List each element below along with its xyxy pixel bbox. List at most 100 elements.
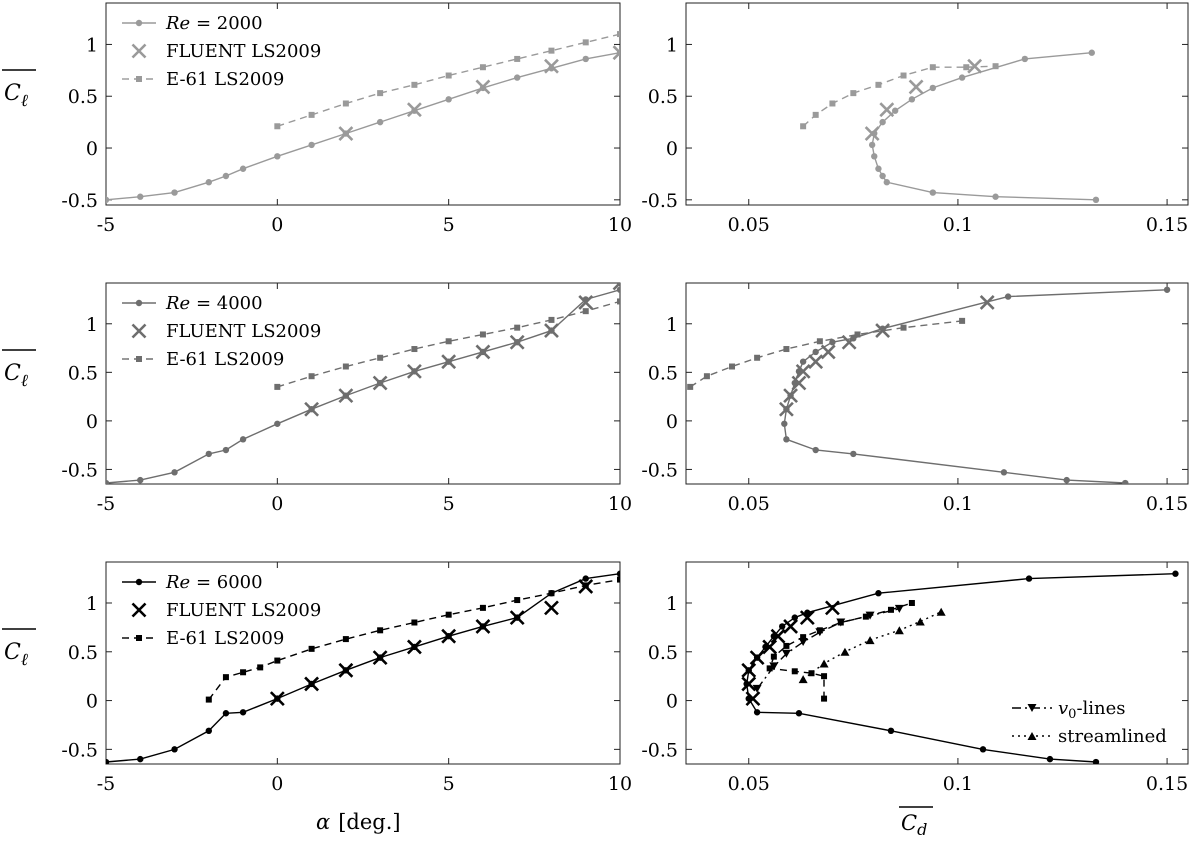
y-tick-label: 0 [666,691,678,713]
x-tick-label: 0.15 [1146,214,1188,236]
data-point-marker [612,283,620,291]
x-tick-label: 0.05 [728,773,770,795]
y-tick-label: 0.5 [648,86,678,108]
data-point-marker [854,331,861,338]
data-point-marker [752,684,762,693]
data-point-marker [929,189,937,196]
data-point-marker [799,610,815,626]
series-line [277,300,620,388]
x-tick-label: -5 [97,773,116,795]
data-point-marker [131,43,147,59]
data-point-marker [1122,479,1129,484]
y-axis-label-row-2: Cℓ [2,349,36,391]
y-tick-label: 0.5 [68,362,98,384]
data-point-marker [850,90,857,97]
data-point-marker [824,600,840,616]
data-point-marker [479,331,486,338]
series-v0 [752,604,904,693]
data-point-marker [779,623,786,630]
data-point-marker [582,39,589,46]
legend-label: v0-lines [1058,698,1126,722]
data-point-marker [1046,755,1054,763]
series-line [277,33,620,127]
data-point-marker [865,611,875,620]
data-point-marker [741,662,757,678]
data-point-marker [762,639,778,655]
data-point-marker [778,401,794,417]
data-point-marker [959,317,966,324]
data-point-marker [1163,286,1171,293]
data-point-marker [783,436,790,443]
y-label-main: C [4,361,21,386]
y-tick-label: 1 [666,314,678,336]
data-point-marker [887,606,894,613]
data-point-marker [894,604,904,613]
data-point-marker [222,710,230,717]
x-label-alpha-unit: [deg.] [338,810,400,834]
data-point-marker [406,639,422,655]
data-point-marker [372,375,388,391]
data-point-marker [509,610,525,626]
series-fluent [778,295,995,417]
chart-panel-r1r: 0.05 0.1 0.15 -0.5 0 0.5 1 [641,2,1189,236]
y-label-main: C [4,81,21,106]
series-line [756,608,900,690]
legend-label: FLUENT LS2009 [166,41,321,62]
data-point-marker [879,118,886,126]
data-point-marker [795,710,803,717]
y-tick-label: 0 [666,411,678,433]
data-point-marker [871,153,878,160]
data-point-marker [338,388,354,404]
data-point-marker [514,597,521,604]
x-label-cd-sub: d [917,820,927,838]
series-main [781,286,1171,484]
data-point-marker [136,356,142,362]
x-tick-label: 0.05 [728,493,770,515]
chart-panel-r3l: -5 0 5 10 -0.5 0 0.5 1 Re = 6000 FLUENT LS2009 E-6… [61,561,632,795]
y-label-main: C [4,640,21,665]
data-point-marker [769,662,779,671]
legend-label: streamlined [1058,726,1167,747]
data-point-marker [958,74,966,81]
data-point-marker [836,618,846,627]
legend-label: Re = 6000 [165,572,263,593]
data-point-marker [979,746,987,753]
y-tick-label: -0.5 [61,739,98,761]
y-label-sub: ℓ [21,91,28,111]
data-point-marker [377,627,384,634]
x-tick-label: 10 [608,773,632,795]
y-tick-label: -0.5 [61,459,98,481]
data-point-marker [908,599,915,606]
data-point-marker [131,602,147,618]
data-point-marker [812,348,819,356]
series-line [783,289,1168,484]
x-label-cd-main: C [901,811,917,835]
data-point-marker [815,628,825,637]
data-point-marker [891,107,899,114]
data-point-marker [475,79,491,95]
data-point-marker [304,676,320,692]
data-point-marker [808,354,824,370]
data-point-marker [137,755,144,763]
data-point-marker [617,576,620,583]
legend-label: E-61 LS2009 [166,69,284,90]
data-point-marker [106,479,110,484]
data-point-marker [137,476,144,484]
x-tick-label: 5 [443,773,455,795]
series-line [802,65,996,127]
data-point-marker [205,727,212,735]
y-tick-label: 1 [666,593,678,615]
data-point-marker [578,295,594,310]
data-point-marker [342,363,349,370]
legend-label: E-61 LS2009 [166,349,284,370]
series-e61 [274,31,620,130]
data-point-marker [783,642,790,649]
data-point-marker [865,636,875,645]
y-label-sub: ℓ [21,371,28,391]
data-point-marker [257,664,264,671]
data-point-marker [798,638,808,647]
data-point-marker [821,673,828,680]
y-tick-label: -0.5 [61,190,98,212]
chart-panel-r3r: 0.05 0.1 0.15 -0.5 0 0.5 1 v0-lines streamlined [641,561,1189,795]
